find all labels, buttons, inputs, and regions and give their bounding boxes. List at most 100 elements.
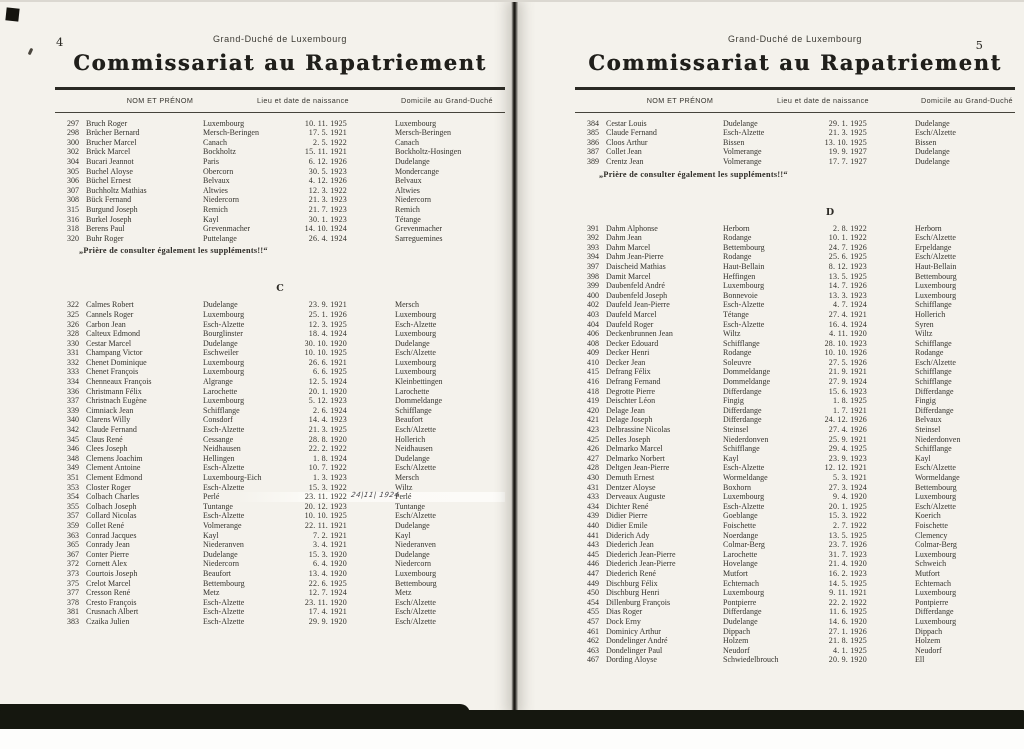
page-left: 4 Grand-Duché de Luxembourg Commissariat… (55, 30, 505, 627)
entry-birthdate: 27. 5. 1926 (828, 357, 867, 367)
entry-number: 336 (67, 386, 79, 396)
entry-birthplace: Esch-Alzette (723, 128, 765, 138)
entry-birthdate: 31. 7. 1923 (828, 549, 867, 559)
entry-name: Chenet François (86, 367, 139, 377)
table-row: 408 Decker Edouard Schifflange 28. 10. 1923… (575, 339, 1015, 349)
entry-domicile: Canach (395, 137, 419, 147)
table-row: 384 Cestar Louis Dudelange 29. 1. 1925 Dudel… (575, 119, 1015, 129)
entry-domicile: Holzem (915, 636, 941, 646)
entry-name: Dahm Jean-Pierre (606, 252, 664, 262)
entry-name: Daufeld Jean-Pierre (606, 300, 670, 310)
entry-birthplace: Esch-Alzette (203, 597, 245, 607)
table-row: 318 Berens Paul Grevenmacher 14. 10. 1924 Gr… (55, 224, 505, 234)
entry-domicile: Dudelange (395, 338, 430, 348)
header-rule-thin (575, 111, 1015, 113)
entry-number: 378 (67, 597, 79, 607)
entry-birthdate: 17. 4. 1921 (308, 607, 347, 617)
entry-number: 400 (587, 290, 599, 300)
entry-birthplace: Esch-Alzette (203, 482, 245, 492)
entry-number: 446 (587, 559, 599, 569)
column-header-birth: Lieu et date de naissance (777, 95, 869, 105)
entry-birthdate: 7. 2. 1921 (313, 530, 347, 540)
column-header-domicile: Domicile au Grand-Duché (401, 95, 493, 105)
entry-number: 416 (587, 377, 599, 387)
entry-birthdate: 29. 9. 1920 (308, 616, 347, 626)
entry-name: Clees Joseph (86, 444, 128, 454)
table-row: 439 Didier Pierre Goeblange 15. 3. 1922 Koer… (575, 511, 1015, 521)
entry-birthplace: Steinsel (723, 425, 749, 435)
table-row: 348 Clemens Joachim Hellingen 1. 8. 1924 Dud… (55, 454, 505, 464)
entry-number: 397 (587, 261, 599, 271)
entry-birthdate: 2. 5. 1922 (313, 137, 347, 147)
entry-domicile: Luxembourg (915, 281, 957, 291)
entry-name: Diederich Jean-Pierre (606, 549, 676, 559)
table-row: 346 Clees Joseph Neidhausen 22. 2. 1922 Neid… (55, 444, 505, 454)
entry-birthplace: Remich (203, 204, 228, 214)
table-row: 441 Diderich Ady Noerdange 13. 5. 1925 Cleme… (575, 531, 1015, 541)
entry-birthdate: 10. 10. 1925 (304, 511, 347, 521)
table-row: 425 Delles Joseph Niederdonven 25. 9. 1921 N… (575, 435, 1015, 445)
entry-name: Brücher Bernard (86, 128, 140, 138)
entry-birthplace: Dudelange (203, 300, 238, 310)
entry-number: 305 (67, 166, 79, 176)
entry-birthplace: Schwiedelbrouch (723, 655, 779, 665)
table-row: 386 Cloos Arthur Bissen 13. 10. 1925 Bissen (575, 138, 1015, 148)
entry-birthplace: Algrange (203, 377, 233, 387)
table-row: 334 Chenneaux François Algrange 12. 5. 1924… (55, 377, 505, 387)
entries-list: 384 Cestar Louis Dudelange 29. 1. 1925 Dudel… (575, 119, 1015, 665)
entry-birthdate: 5. 12. 1923 (308, 396, 347, 406)
entry-name: Cloos Arthur (606, 137, 648, 147)
entry-number: 427 (587, 453, 599, 463)
entry-name: Conrady Jean (86, 540, 130, 550)
entry-birthplace: Esch-Alzette (203, 425, 245, 435)
entry-birthplace: Noerdange (723, 530, 759, 540)
entry-birthplace: Luxembourg (203, 357, 245, 367)
entry-number: 383 (67, 616, 79, 626)
table-row: 315 Burgund Joseph Remich 21. 7. 1923 Remich (55, 205, 505, 215)
table-row: 403 Daufeld Marcel Tétange 27. 4. 1921 Holle… (575, 310, 1015, 320)
entry-name: Defrang Félix (606, 367, 651, 377)
entry-birthdate: 28. 10. 1923 (824, 338, 867, 348)
entry-name: Colbach Charles (86, 492, 140, 502)
scan-speck (27, 47, 34, 56)
entry-number: 308 (67, 195, 79, 205)
entry-birthdate: 16. 2. 1923 (828, 568, 867, 578)
entry-domicile: Larochette (395, 386, 430, 396)
entry-name: Bück Fernand (86, 195, 132, 205)
column-header-name: NOM ET PRÉNOM (646, 95, 714, 105)
table-row: 433 Derveaux Auguste Luxembourg 9. 4. 1920 L… (575, 492, 1015, 502)
entry-birthdate: 22. 11. 1921 (304, 520, 347, 530)
entry-birthplace: Bettembourg (203, 578, 245, 588)
table-row: 345 Claus René Cessange 28. 8. 1920 Holleric… (55, 435, 505, 445)
scan-bottom-band (0, 710, 1024, 729)
table-row: 383 Czaika Julien Esch-Alzette 29. 9. 1920 E… (55, 617, 505, 627)
entry-number: 333 (67, 367, 79, 377)
table-row: 325 Cannels Roger Luxembourg 25. 1. 1926 Lux… (55, 310, 505, 320)
entry-number: 425 (587, 434, 599, 444)
entry-birthplace: Bockholtz (203, 147, 236, 157)
entry-birthdate: 13. 5. 1925 (828, 530, 867, 540)
entry-name: Daubenfeld Joseph (606, 290, 668, 300)
entry-birthdate: 25. 9. 1921 (828, 434, 867, 444)
entry-domicile: Dudelange (395, 156, 430, 166)
entry-number: 404 (587, 319, 599, 329)
entry-birthplace: Heffingen (723, 271, 756, 281)
entry-name: Cimniack Jean (86, 405, 134, 415)
table-row: 377 Cresson René Metz 12. 7. 1924 Metz (55, 588, 505, 598)
entry-number: 398 (587, 271, 599, 281)
entry-birthplace: Bonnevoie (723, 290, 758, 300)
entry-number: 302 (67, 147, 79, 157)
entry-name: Burgund Joseph (86, 204, 138, 214)
entry-name: Büchel Ernest (86, 176, 132, 186)
entry-number: 354 (67, 492, 79, 502)
entry-domicile: Neudorf (915, 645, 942, 655)
entry-birthplace: Fingig (723, 396, 744, 406)
entry-number: 428 (587, 463, 599, 473)
entry-name: Dominicy Arthur (606, 626, 661, 636)
table-row: 328 Calteux Edmond Bourglinster 18. 4. 1924… (55, 329, 505, 339)
entry-birthdate: 13. 3. 1923 (828, 290, 867, 300)
entry-domicile: Foischette (915, 520, 948, 530)
entry-domicile: Bettembourg (395, 578, 437, 588)
entry-birthplace: Dommeldange (723, 367, 771, 377)
entry-name: Decker Edouard (606, 338, 659, 348)
